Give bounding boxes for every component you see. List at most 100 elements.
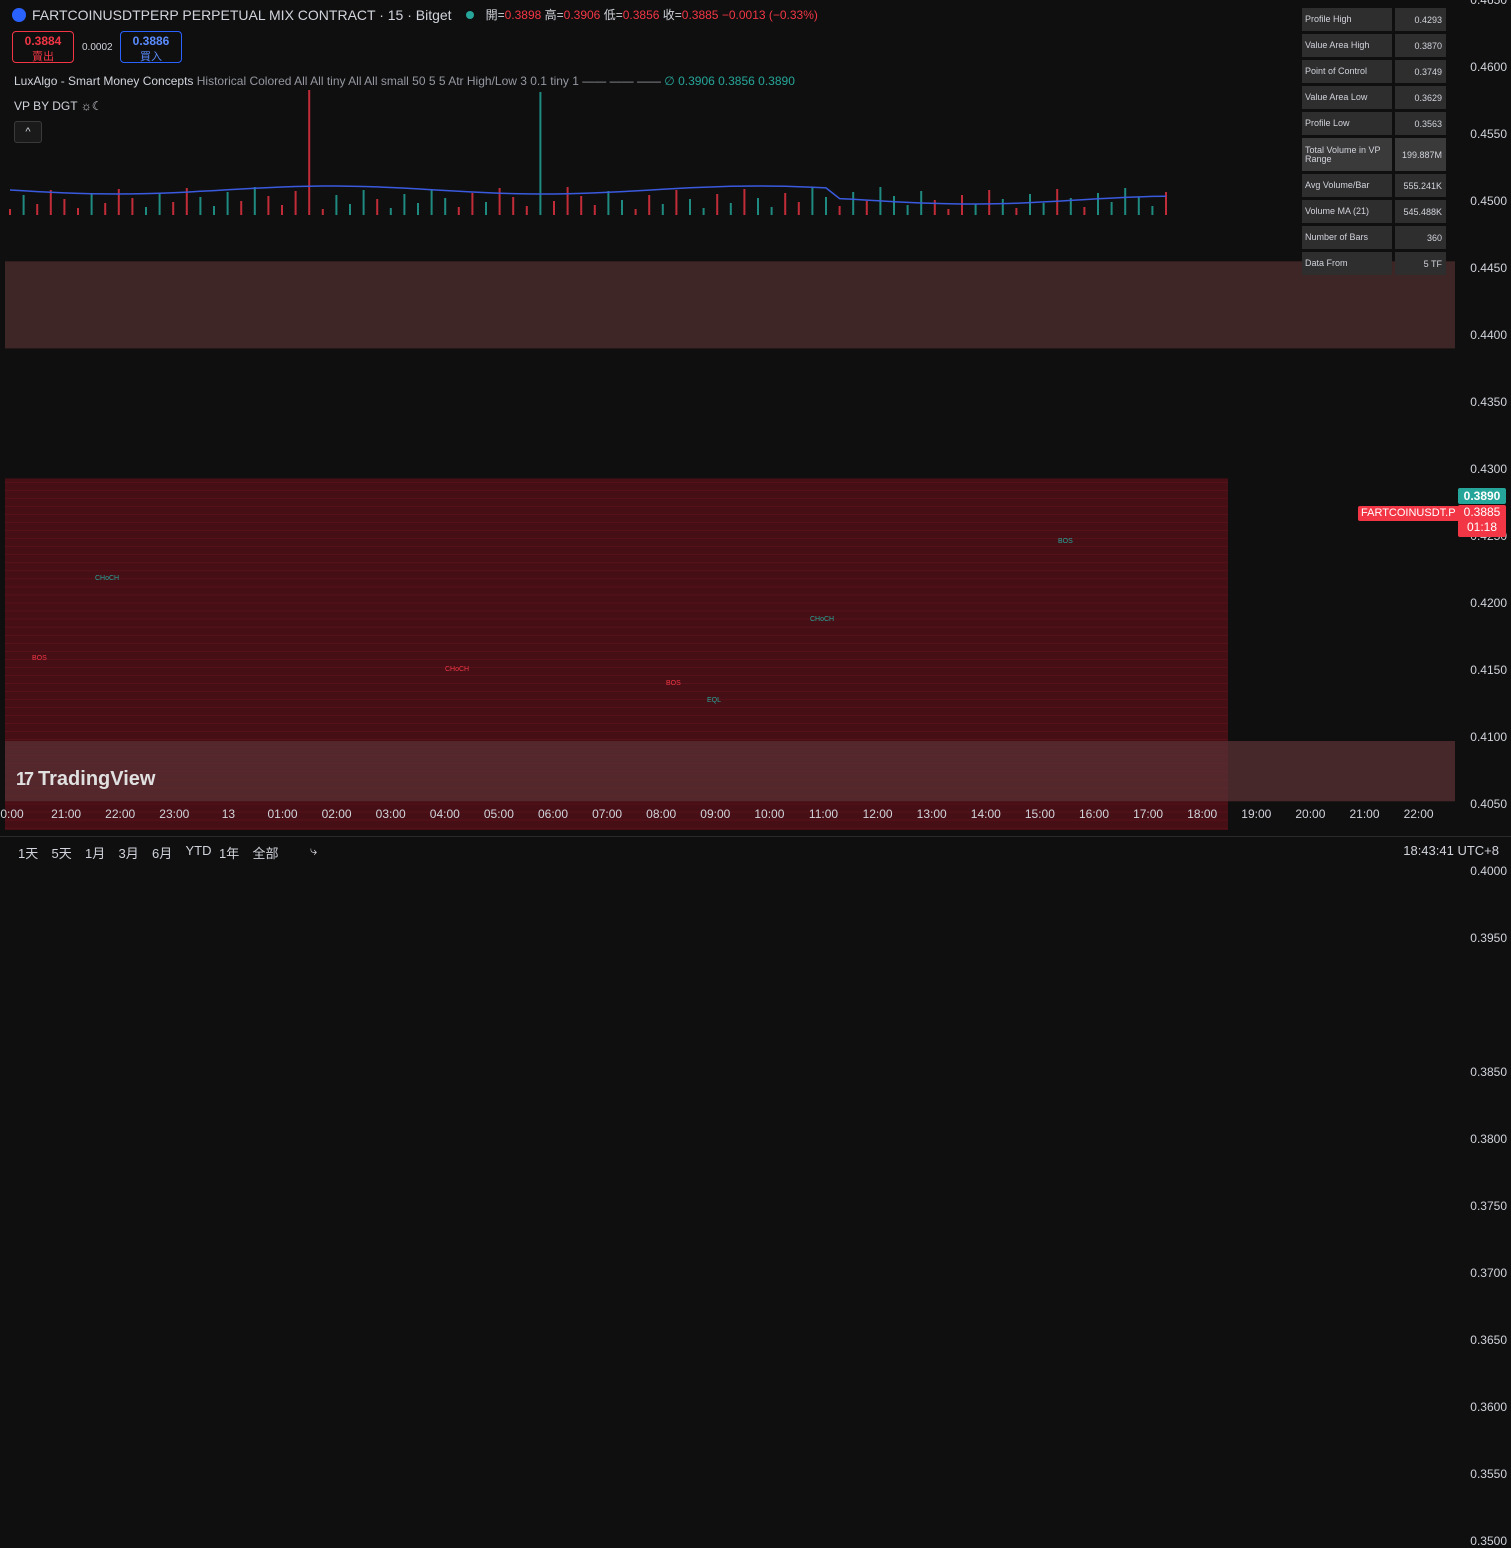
volume-bar (1001, 199, 1004, 215)
time-tick: 03:00 (375, 807, 406, 821)
goto-date-icon[interactable]: ⤷ (310, 843, 318, 858)
timeframe-button[interactable]: 3月 (118, 846, 139, 861)
price-tick: 0.4200 (1470, 596, 1507, 610)
volume-bar (566, 187, 569, 215)
volume-bar (675, 190, 678, 215)
price-tick: 0.3650 (1470, 1333, 1507, 1347)
volume-bar (825, 197, 827, 215)
volume-bar (294, 191, 297, 215)
smc-label: CHoCH (445, 666, 470, 673)
volume-bar (906, 205, 909, 215)
volume-bar (702, 208, 705, 215)
price-chart[interactable] (0, 0, 1455, 830)
vp-value: 199.887M (1395, 138, 1446, 171)
symbol-title[interactable]: FARTCOINUSDTPERP PERPETUAL MIX CONTRACT … (32, 6, 452, 23)
price-tick: 0.4350 (1470, 395, 1507, 409)
vp-table-row: Volume MA (21) 545.488K (1302, 200, 1446, 223)
time-tick: 21:00 (1349, 807, 1380, 821)
volume-bar (1056, 189, 1059, 215)
smc-zones (5, 261, 1455, 830)
volume-bar (621, 200, 623, 215)
volume-bar (117, 189, 120, 215)
time-tick: 14:00 (970, 807, 1001, 821)
volume-bar (784, 193, 787, 215)
volume-bar (389, 208, 392, 215)
volume-bar (403, 194, 406, 215)
volume-bar (852, 192, 855, 215)
volume-bar (376, 199, 379, 215)
price-tick: 0.3550 (1470, 1467, 1507, 1481)
buy-button[interactable]: 0.3886 買入 (120, 31, 182, 63)
vp-table-row: Profile Low 0.3563 (1302, 112, 1446, 135)
time-tick: 13:00 (916, 807, 947, 821)
price-tick: 0.3750 (1470, 1199, 1507, 1213)
volume-bar (797, 202, 800, 215)
volume-bar (974, 204, 977, 215)
clock[interactable]: 18:43:41 UTC+8 (1403, 843, 1499, 858)
smc-indicator-legend[interactable]: LuxAlgo - Smart Money Concepts Historica… (14, 74, 795, 88)
volume-bar (770, 207, 773, 215)
timeframe-button[interactable]: 6月 (152, 846, 173, 861)
smc-label: CHoCH (95, 575, 120, 582)
price-axis[interactable]: 0.4650 0.4600 0.4550 0.4500 0.4450 0.4400 0.43… (1456, 0, 1511, 1548)
time-tick: 15:00 (1024, 807, 1055, 821)
volume-bar (1110, 202, 1113, 215)
vp-value: 0.3749 (1395, 60, 1446, 83)
volume-bar (145, 207, 147, 215)
volume-bar (947, 209, 950, 215)
time-tick: 07:00 (592, 807, 623, 821)
timeframe-button[interactable]: 1天 (18, 846, 39, 861)
volume-bar (226, 192, 229, 215)
timeframe-button[interactable]: 1月 (85, 846, 106, 861)
time-tick: 12:00 (862, 807, 893, 821)
time-tick: 19:00 (1241, 807, 1272, 821)
volume-bar (362, 190, 365, 215)
time-tick: 02:00 (321, 807, 352, 821)
vp-table-row: Total Volume in VP Range 199.887M (1302, 138, 1446, 171)
volume-bar (498, 188, 501, 215)
last-price-tag: 0.3890 (1458, 488, 1506, 504)
price-tick: 0.4050 (1470, 797, 1507, 811)
volume-bar (865, 201, 868, 215)
volume-bar (525, 206, 528, 215)
resistance-band (5, 741, 1455, 802)
volume-bar (213, 206, 215, 215)
volume-bar (1165, 192, 1167, 215)
time-tick: 18:00 (1187, 807, 1218, 821)
vp-value: 5 TF (1395, 252, 1446, 275)
volume-bar (104, 203, 107, 215)
vp-indicator-legend[interactable]: VP BY DGT ☼☾ (14, 99, 103, 113)
volume-bar (485, 202, 487, 215)
volume-bar (539, 92, 542, 215)
volume-bar (308, 90, 311, 215)
sell-button[interactable]: 0.3884 賣出 (12, 31, 74, 63)
price-tick: 0.3600 (1470, 1400, 1507, 1414)
time-tick: 08:00 (646, 807, 677, 821)
vp-table-row: Number of Bars 360 (1302, 226, 1446, 249)
vp-key: Value Area Low (1302, 86, 1392, 109)
symbol-price-tag: FARTCOINUSDT.P (1358, 506, 1459, 521)
volume-bar (281, 205, 283, 215)
time-tick: 06:00 (537, 807, 569, 821)
volume-bar (49, 190, 52, 215)
volume-bar (9, 209, 11, 215)
vp-table-row: Point of Control 0.3749 (1302, 60, 1446, 83)
ohlc-readout: 開=0.3898 高=0.3906 低=0.3856 收=0.3885 −0.0… (485, 8, 818, 22)
volume-bar (634, 209, 637, 215)
price-tick: 0.4150 (1470, 663, 1507, 677)
price-tick: 0.4100 (1470, 730, 1507, 744)
volume-bar (22, 195, 25, 215)
timeframe-button[interactable]: YTD (185, 843, 212, 858)
volume-bar (1083, 207, 1086, 215)
tradingview-logo-icon: 17 (16, 769, 34, 789)
timeframe-button[interactable]: 5天 (51, 846, 72, 861)
price-tick: 0.3850 (1470, 1065, 1507, 1079)
volume-bar (1151, 206, 1154, 215)
timeframe-button[interactable]: 全部 (252, 846, 279, 861)
volume-bar (988, 190, 991, 215)
timeframe-button[interactable]: 1年 (219, 846, 240, 861)
price-tick: 0.4000 (1470, 864, 1507, 878)
volume-bar (1015, 208, 1018, 215)
collapse-legend-button[interactable]: ^ (14, 121, 42, 143)
volume-bar (471, 193, 474, 215)
